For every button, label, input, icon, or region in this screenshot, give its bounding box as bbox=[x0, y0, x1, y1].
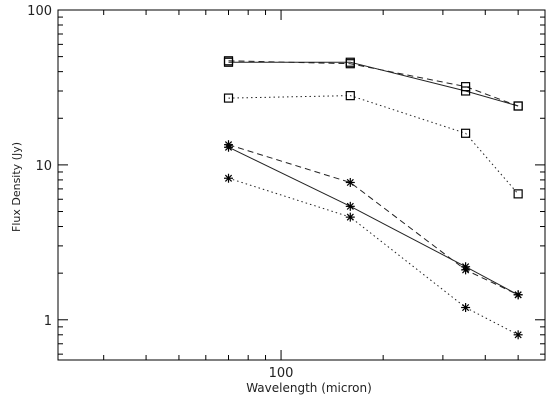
square-marker bbox=[513, 101, 523, 111]
y-axis-label: Flux Density (Jy) bbox=[10, 142, 23, 232]
square-marker bbox=[513, 101, 523, 111]
y-tick-label: 1 bbox=[44, 314, 52, 329]
asterisk-marker bbox=[224, 142, 234, 152]
x-tick-label: 100 bbox=[269, 366, 294, 381]
asterisk-marker bbox=[345, 201, 355, 211]
asterisk-marker bbox=[224, 173, 234, 183]
axis-ticks bbox=[58, 9, 546, 360]
asterisk-marker bbox=[461, 303, 471, 313]
y-tick-label: 100 bbox=[27, 4, 52, 19]
square-marker bbox=[460, 128, 471, 138]
series-line-4 bbox=[228, 144, 519, 296]
square-marker bbox=[460, 82, 471, 92]
series-group bbox=[223, 56, 523, 340]
y-tick-label: 10 bbox=[35, 159, 52, 174]
asterisk-marker bbox=[345, 177, 355, 187]
asterisk-marker bbox=[461, 262, 471, 272]
square-marker bbox=[345, 59, 355, 69]
square-marker bbox=[345, 91, 355, 101]
square-marker bbox=[223, 93, 234, 103]
tick-labels: 1 10 100 100 bbox=[27, 4, 293, 381]
square-marker bbox=[513, 189, 523, 199]
series-line-5 bbox=[228, 146, 519, 296]
series-line-3 bbox=[228, 95, 519, 195]
plot-border bbox=[57, 9, 546, 361]
square-marker bbox=[223, 56, 234, 66]
x-axis-label: Wavelength (micron) bbox=[246, 381, 372, 395]
series-line-2 bbox=[228, 60, 519, 107]
series-line-6 bbox=[228, 177, 519, 336]
plot-frame bbox=[57, 9, 546, 361]
asterisk-marker bbox=[345, 212, 355, 222]
asterisk-marker bbox=[513, 330, 523, 340]
asterisk-marker bbox=[513, 290, 523, 300]
